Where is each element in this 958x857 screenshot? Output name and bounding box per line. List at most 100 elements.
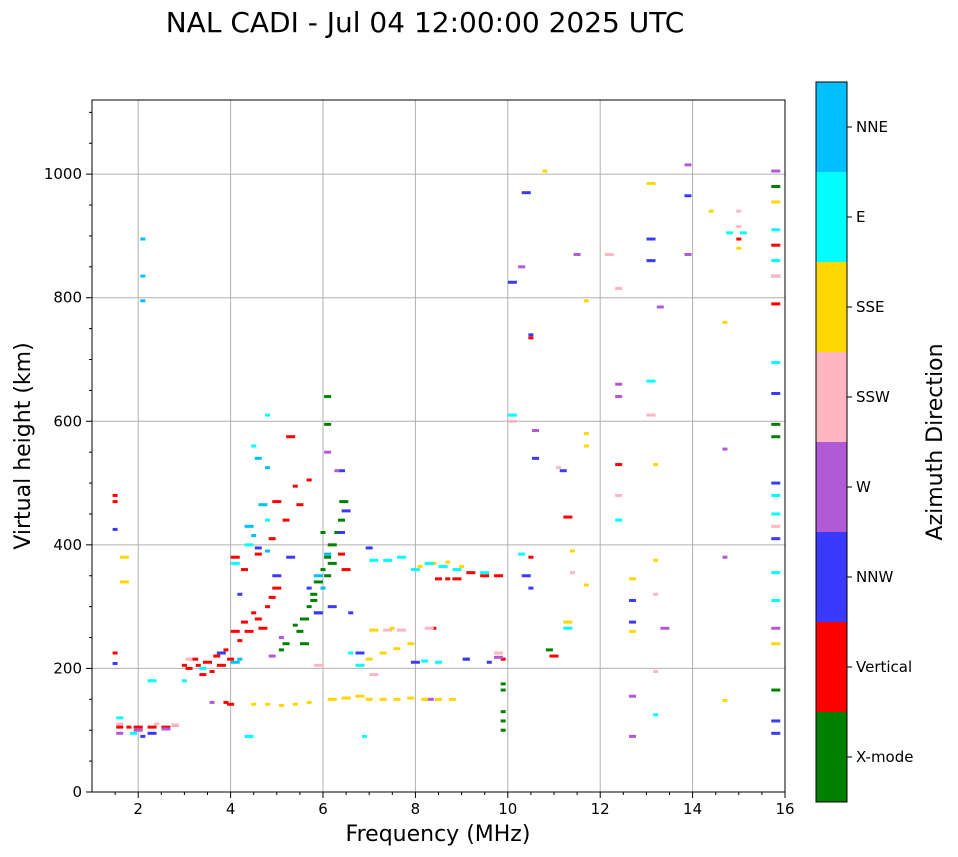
data-point bbox=[334, 531, 340, 534]
data-point bbox=[722, 699, 728, 703]
data-point bbox=[327, 543, 337, 547]
data-point bbox=[286, 555, 296, 559]
colorbar-tick-label: X-mode bbox=[856, 748, 913, 766]
data-point bbox=[583, 583, 589, 587]
data-point bbox=[545, 648, 553, 652]
data-point bbox=[258, 503, 268, 507]
data-point bbox=[542, 169, 548, 173]
data-point bbox=[424, 626, 434, 630]
data-point bbox=[500, 719, 506, 723]
data-point bbox=[532, 456, 540, 460]
data-point bbox=[397, 555, 407, 559]
data-point bbox=[369, 673, 379, 677]
data-point bbox=[736, 209, 742, 213]
data-point bbox=[653, 463, 659, 467]
data-point bbox=[421, 697, 429, 701]
data-point bbox=[583, 432, 589, 436]
data-point bbox=[646, 379, 656, 383]
data-point bbox=[116, 722, 124, 726]
data-point bbox=[653, 713, 659, 717]
data-point bbox=[310, 598, 318, 602]
data-point bbox=[646, 413, 656, 417]
data-point bbox=[320, 586, 326, 590]
data-point bbox=[292, 702, 298, 706]
data-point bbox=[563, 620, 573, 624]
data-point bbox=[133, 725, 143, 729]
data-point bbox=[417, 564, 423, 568]
data-point bbox=[629, 620, 637, 624]
data-point bbox=[452, 577, 462, 581]
data-point bbox=[583, 444, 589, 448]
data-point bbox=[320, 531, 326, 534]
data-point bbox=[494, 574, 504, 578]
colorbar-segment bbox=[816, 82, 847, 172]
colorbar-segment bbox=[816, 352, 847, 442]
data-point bbox=[278, 636, 284, 640]
data-point bbox=[355, 694, 365, 698]
data-point bbox=[365, 697, 373, 701]
data-point bbox=[324, 450, 332, 454]
data-points bbox=[112, 163, 781, 738]
colorbar-tick-label: NNE bbox=[856, 118, 888, 136]
data-point bbox=[421, 659, 429, 663]
data-point bbox=[254, 456, 262, 460]
data-point bbox=[771, 537, 781, 541]
data-point bbox=[448, 697, 456, 701]
y-tick-label: 0 bbox=[72, 783, 82, 801]
data-point bbox=[771, 185, 781, 188]
data-point bbox=[646, 181, 656, 185]
data-point bbox=[528, 555, 534, 559]
data-point bbox=[604, 252, 614, 256]
data-point bbox=[435, 577, 442, 581]
data-point bbox=[629, 577, 637, 581]
data-point bbox=[324, 422, 332, 426]
colorbar-label: Azimuth Direction bbox=[923, 343, 948, 540]
plot-background bbox=[92, 100, 785, 792]
data-point bbox=[629, 694, 637, 698]
data-point bbox=[708, 209, 714, 213]
data-point bbox=[362, 734, 368, 738]
data-point bbox=[265, 605, 271, 609]
data-point bbox=[771, 361, 781, 365]
data-point bbox=[660, 626, 670, 630]
data-point bbox=[244, 629, 254, 633]
data-point bbox=[116, 731, 124, 735]
data-point bbox=[230, 555, 240, 559]
data-point bbox=[254, 552, 262, 556]
data-point bbox=[771, 391, 781, 395]
data-point bbox=[629, 598, 637, 602]
data-point bbox=[771, 259, 781, 263]
data-point bbox=[282, 518, 290, 522]
data-point bbox=[684, 163, 692, 167]
data-point bbox=[407, 696, 415, 700]
data-point bbox=[528, 333, 534, 337]
colorbar-segment bbox=[816, 532, 847, 622]
data-point bbox=[306, 478, 312, 482]
data-point bbox=[486, 660, 492, 664]
data-point bbox=[646, 237, 656, 241]
data-point bbox=[324, 552, 332, 556]
colorbar-frame bbox=[815, 81, 848, 803]
data-point bbox=[528, 336, 534, 340]
colorbar-segment bbox=[816, 442, 847, 532]
data-point bbox=[240, 620, 248, 624]
data-point bbox=[185, 657, 193, 661]
data-point bbox=[452, 568, 462, 572]
plot-area: 2 4 6 8 10 12 14 16 0 200 400 600 800 1000 bbox=[44, 99, 795, 818]
data-point bbox=[615, 463, 623, 467]
data-point bbox=[410, 660, 420, 664]
data-point bbox=[237, 592, 243, 596]
data-point bbox=[313, 580, 323, 584]
data-point bbox=[181, 679, 187, 683]
data-point bbox=[130, 731, 138, 735]
data-point bbox=[327, 561, 337, 565]
colorbar-segment bbox=[816, 262, 847, 352]
data-point bbox=[771, 243, 781, 247]
data-point bbox=[334, 469, 340, 473]
data-point bbox=[431, 626, 437, 630]
data-point bbox=[615, 518, 623, 522]
data-point bbox=[365, 657, 373, 661]
data-point bbox=[559, 469, 567, 473]
data-point bbox=[615, 395, 623, 399]
